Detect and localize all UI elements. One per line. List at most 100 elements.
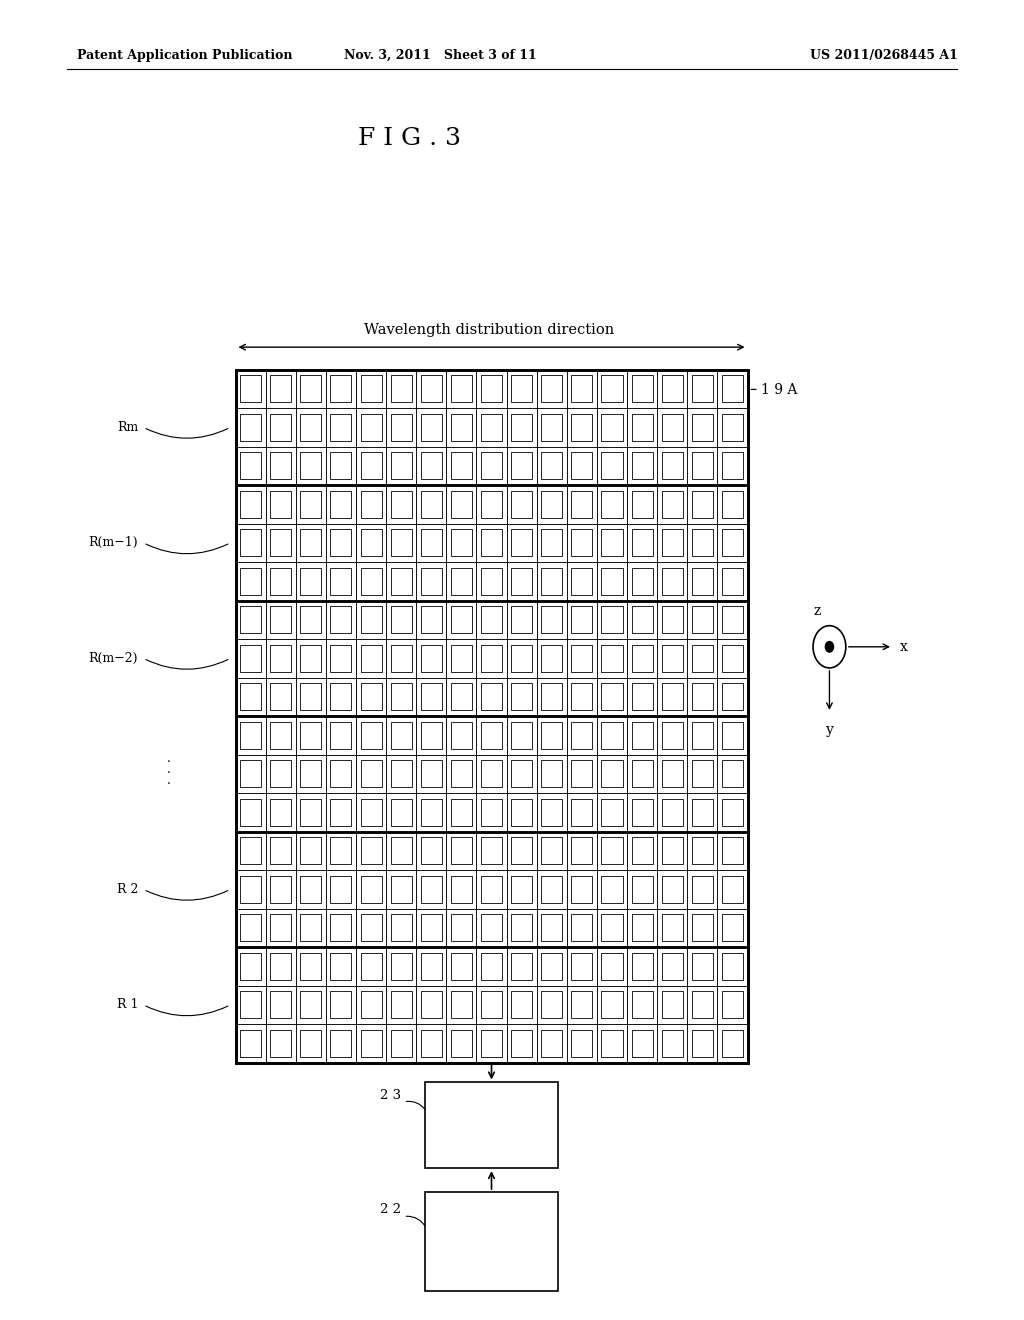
Bar: [537, 446, 567, 486]
Bar: [687, 446, 718, 486]
Text: Wavelength distribution direction: Wavelength distribution direction: [365, 322, 614, 337]
Text: 2 3: 2 3: [380, 1089, 401, 1102]
Bar: [567, 755, 597, 793]
Bar: [300, 722, 322, 748]
Bar: [421, 491, 441, 517]
Bar: [296, 601, 326, 639]
Bar: [632, 568, 652, 595]
Bar: [446, 639, 476, 677]
Bar: [627, 408, 657, 446]
Bar: [421, 760, 441, 787]
Bar: [296, 755, 326, 793]
Bar: [687, 948, 718, 986]
Bar: [451, 1030, 472, 1057]
Bar: [567, 715, 597, 755]
Bar: [296, 524, 326, 562]
Bar: [722, 414, 743, 441]
Text: R(m−1): R(m−1): [89, 536, 138, 549]
Bar: [692, 414, 713, 441]
Bar: [571, 760, 593, 787]
Bar: [240, 722, 261, 748]
Bar: [265, 715, 296, 755]
Bar: [451, 645, 472, 672]
Bar: [356, 370, 386, 408]
Bar: [476, 370, 507, 408]
Bar: [627, 562, 657, 601]
Bar: [632, 414, 652, 441]
Bar: [390, 414, 412, 441]
Bar: [687, 408, 718, 446]
Bar: [331, 1030, 351, 1057]
Bar: [300, 529, 322, 556]
Bar: [601, 645, 623, 672]
Bar: [718, 908, 748, 948]
Bar: [386, 677, 416, 715]
Bar: [451, 375, 472, 403]
Bar: [446, 601, 476, 639]
Bar: [421, 799, 441, 826]
Bar: [386, 370, 416, 408]
Bar: [542, 684, 562, 710]
Bar: [240, 876, 261, 903]
Bar: [270, 722, 291, 748]
Bar: [236, 832, 748, 948]
Bar: [446, 986, 476, 1024]
Bar: [511, 991, 532, 1018]
Bar: [296, 639, 326, 677]
Bar: [240, 414, 261, 441]
Bar: [356, 948, 386, 986]
Bar: [476, 755, 507, 793]
Bar: [567, 370, 597, 408]
Bar: [718, 870, 748, 908]
Bar: [390, 915, 412, 941]
Text: R 1: R 1: [117, 998, 138, 1011]
Bar: [601, 915, 623, 941]
Bar: [476, 639, 507, 677]
Bar: [722, 606, 743, 634]
Bar: [386, 908, 416, 948]
Bar: [270, 645, 291, 672]
Bar: [481, 414, 502, 441]
Bar: [416, 755, 446, 793]
Bar: [331, 375, 351, 403]
Bar: [386, 562, 416, 601]
Bar: [331, 568, 351, 595]
Bar: [360, 953, 382, 979]
Bar: [537, 408, 567, 446]
Bar: [451, 414, 472, 441]
Bar: [386, 870, 416, 908]
Bar: [718, 832, 748, 870]
Bar: [236, 948, 265, 986]
Bar: [571, 684, 593, 710]
Bar: [692, 991, 713, 1018]
Bar: [571, 915, 593, 941]
Bar: [416, 562, 446, 601]
Bar: [718, 793, 748, 832]
Bar: [662, 760, 683, 787]
Bar: [300, 953, 322, 979]
Bar: [601, 1030, 623, 1057]
Bar: [692, 684, 713, 710]
Bar: [300, 414, 322, 441]
Bar: [507, 677, 537, 715]
Bar: [507, 524, 537, 562]
Bar: [421, 645, 441, 672]
Bar: [537, 1024, 567, 1063]
Bar: [446, 677, 476, 715]
Bar: [632, 760, 652, 787]
Bar: [265, 908, 296, 948]
Bar: [687, 793, 718, 832]
Bar: [542, 453, 562, 479]
Bar: [331, 606, 351, 634]
Bar: [632, 453, 652, 479]
Bar: [326, 793, 356, 832]
Bar: [542, 375, 562, 403]
Bar: [567, 408, 597, 446]
Bar: [662, 606, 683, 634]
Bar: [627, 677, 657, 715]
Bar: [360, 453, 382, 479]
Bar: [236, 908, 265, 948]
Bar: [481, 645, 502, 672]
Bar: [421, 414, 441, 441]
Bar: [718, 524, 748, 562]
